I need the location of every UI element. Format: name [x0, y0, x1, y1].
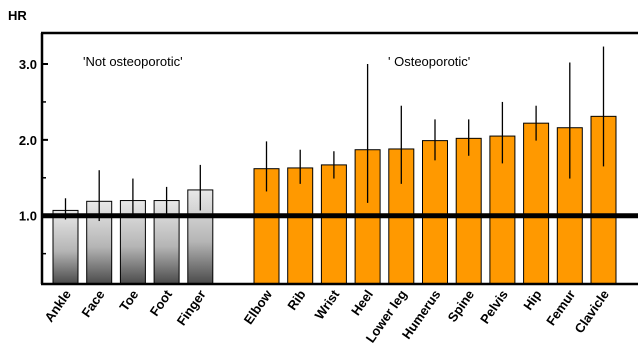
- y-axis-label: HR: [8, 8, 27, 23]
- group-label-osteoporotic: ' Osteoporotic': [388, 54, 470, 69]
- category-label: Face: [78, 287, 107, 320]
- category-label: Wrist: [312, 287, 343, 323]
- category-label: Foot: [147, 287, 176, 319]
- category-label: Elbow: [241, 286, 276, 327]
- bar-rib: [287, 167, 314, 285]
- category-label: Pelvis: [477, 287, 511, 326]
- y-tick-label: 1.0: [19, 209, 37, 224]
- bar-hip: [523, 122, 550, 285]
- bar-finger: [187, 189, 214, 285]
- error-bars-layer: [64, 46, 605, 222]
- category-label: Toe: [116, 287, 141, 314]
- category-label: Femur: [543, 287, 578, 328]
- category-label: Heel: [348, 287, 376, 318]
- category-label: Ankle: [41, 287, 74, 325]
- category-label: Finger: [174, 287, 209, 328]
- bar-ankle: [52, 209, 79, 285]
- bar-humerus: [422, 140, 448, 285]
- axes-layer: [40, 31, 638, 286]
- bar-wrist: [320, 164, 347, 285]
- group-label-not-osteoporotic: 'Not osteoporotic': [83, 54, 183, 69]
- bar-spine: [455, 137, 482, 285]
- category-label: Clavicle: [571, 287, 611, 336]
- y-tick-label: 2.0: [19, 133, 37, 148]
- category-label: Hip: [520, 287, 544, 313]
- bars-layer: [52, 115, 617, 285]
- category-label: Rib: [284, 287, 308, 313]
- category-label: Spine: [445, 287, 478, 325]
- y-tick-label: 3.0: [19, 57, 37, 72]
